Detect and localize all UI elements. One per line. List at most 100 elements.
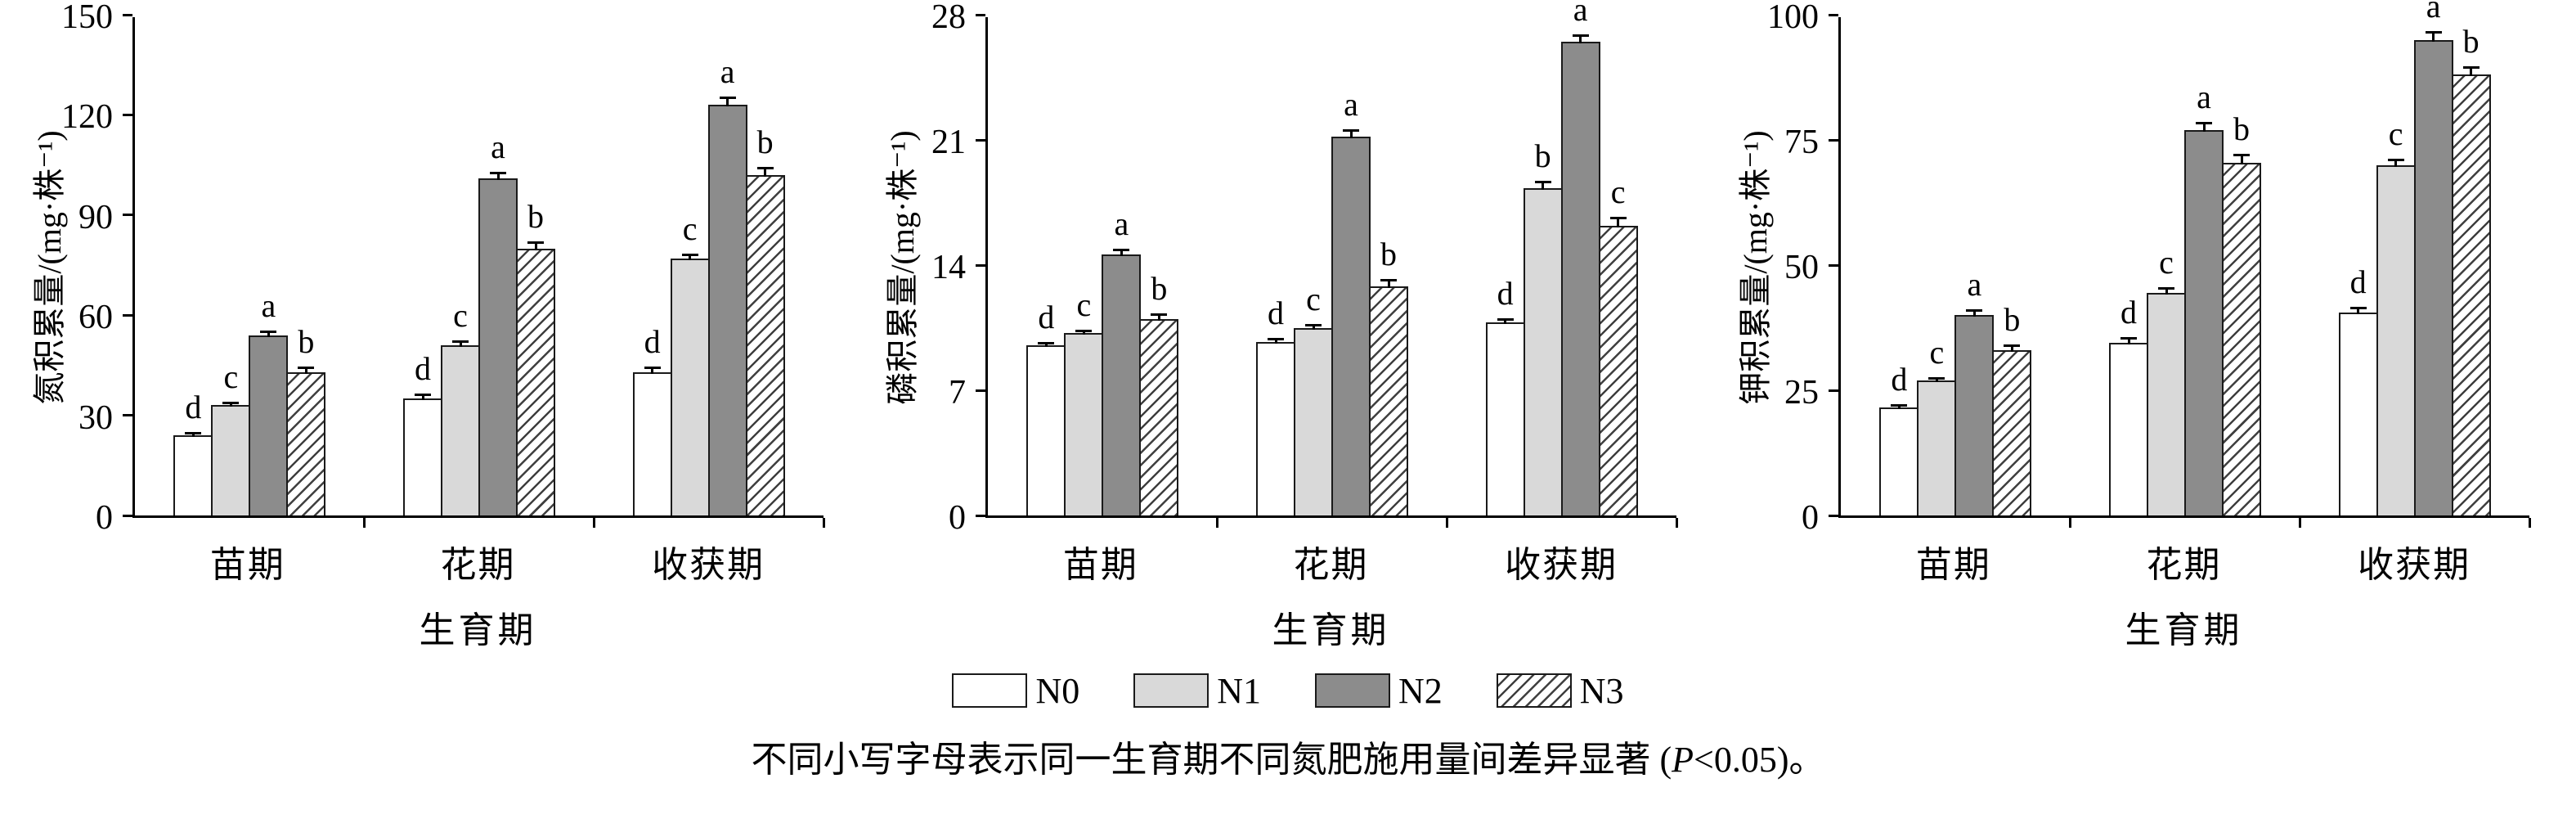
significance-letter: c <box>1929 333 1945 371</box>
x-tick-label: 收获期 <box>652 545 765 585</box>
significance-letter: d <box>1497 275 1514 313</box>
error-bar <box>1891 404 1908 410</box>
significance-letter: c <box>453 296 468 334</box>
error-bar <box>490 171 506 180</box>
y-tick-mark <box>123 313 132 317</box>
error-bar <box>452 340 469 347</box>
error-bar <box>1075 329 1093 335</box>
error-bar <box>298 367 315 374</box>
y-tick-label: 150 <box>61 0 113 36</box>
bar-n0-收获期: d <box>1485 277 1525 515</box>
legend-swatch-n0 <box>952 673 1028 708</box>
error-bar <box>2158 286 2174 295</box>
significance-letter: d <box>1891 361 1908 398</box>
error-bar <box>1534 181 1551 191</box>
significance-letter: a <box>491 128 505 165</box>
bar-n2-苗期: a <box>1954 268 1995 515</box>
significance-letter: d <box>1268 295 1284 332</box>
y-tick-label: 21 <box>931 124 966 161</box>
significance-letter: b <box>298 323 315 361</box>
y-tick-label: 0 <box>1802 499 1819 537</box>
x-tick-mark <box>1445 518 1448 528</box>
x-tick-label: 花期 <box>440 545 516 585</box>
significance-letter: d <box>2120 293 2137 331</box>
x-axis-tick-labels: 苗期 花期 收获期 <box>132 535 824 587</box>
y-tick-label: 75 <box>1784 124 1819 161</box>
error-bar <box>1572 34 1589 43</box>
significance-letter: a <box>2426 0 2441 25</box>
y-axis-title: 磷积累量/(mg·株⁻¹) <box>884 130 921 405</box>
x-axis-tick-labels: 苗期 花期 收获期 <box>1838 535 2529 587</box>
y-axis-title: 钾积累量/(mg·株⁻¹) <box>1737 130 1774 405</box>
error-bar <box>1268 338 1284 344</box>
legend-swatch-n1 <box>1133 673 1209 708</box>
legend-item-n2: N2 <box>1315 670 1443 712</box>
legend-item-n3: N3 <box>1496 670 1624 712</box>
y-tick-label: 25 <box>1784 374 1819 412</box>
y-tick-mark <box>123 514 132 517</box>
bar-n3-收获期: c <box>1598 175 1638 515</box>
y-tick-label: 60 <box>79 299 113 337</box>
y-tick-mark <box>1829 263 1838 267</box>
error-bar <box>1113 249 1130 256</box>
y-tick-mark <box>1829 138 1838 142</box>
bar-n1-收获期: c <box>2376 118 2416 515</box>
bar-n1-苗期: c <box>1917 335 1957 515</box>
y-tick-mark <box>1829 13 1838 16</box>
error-bar <box>644 367 661 374</box>
significance-letter: c <box>2159 243 2174 281</box>
significance-letter: a <box>720 52 735 90</box>
bar-n1-花期: c <box>441 299 480 515</box>
legend-label: N2 <box>1398 670 1443 711</box>
significance-letter: c <box>2388 115 2403 153</box>
x-axis-title: 生育期 <box>419 610 537 650</box>
significance-letter: d <box>644 323 661 361</box>
significance-letter: b <box>756 123 774 160</box>
error-bar <box>1966 309 1983 317</box>
bar-n1-苗期: c <box>211 361 251 515</box>
significance-letter: d <box>1038 298 1055 335</box>
legend-swatch-n3 <box>1496 673 1572 708</box>
significance-letter: b <box>2462 23 2480 61</box>
x-tick-mark <box>2298 518 2301 528</box>
error-bar <box>2462 66 2480 77</box>
error-bar <box>415 394 431 401</box>
error-bar <box>719 96 736 107</box>
bar-n3-苗期: b <box>286 326 326 515</box>
significance-letter: c <box>1076 286 1092 323</box>
x-tick-label: 苗期 <box>1062 545 1138 585</box>
significance-letter: b <box>1380 236 1397 273</box>
x-axis-title: 生育期 <box>1272 610 1390 650</box>
significance-letter: c <box>223 358 239 396</box>
y-tick-mark <box>1829 514 1838 517</box>
bar-n2-收获期: a <box>2413 0 2453 515</box>
y-tick-label: 0 <box>96 499 113 537</box>
error-bar <box>2349 306 2367 315</box>
y-tick-mark <box>976 514 985 517</box>
y-tick-label: 50 <box>1784 249 1819 286</box>
bar-n0-花期: d <box>1256 297 1295 515</box>
bar-n0-苗期: d <box>1026 300 1066 515</box>
error-bar <box>2233 154 2250 164</box>
x-tick-label: 收获期 <box>1505 545 1618 585</box>
bar-n0-苗期: d <box>173 390 213 515</box>
significance-letter: c <box>682 209 698 247</box>
significance-letter: d <box>2349 263 2367 300</box>
x-tick-label: 苗期 <box>1915 545 1991 585</box>
x-tick-label: 收获期 <box>2358 545 2471 585</box>
error-bar <box>1380 279 1397 289</box>
bar-n2-收获期: a <box>1560 0 1600 515</box>
legend-item-n1: N1 <box>1133 670 1261 712</box>
error-bar <box>2004 344 2021 353</box>
significance-letter: a <box>261 286 276 324</box>
significance-letter: b <box>1534 137 1551 175</box>
